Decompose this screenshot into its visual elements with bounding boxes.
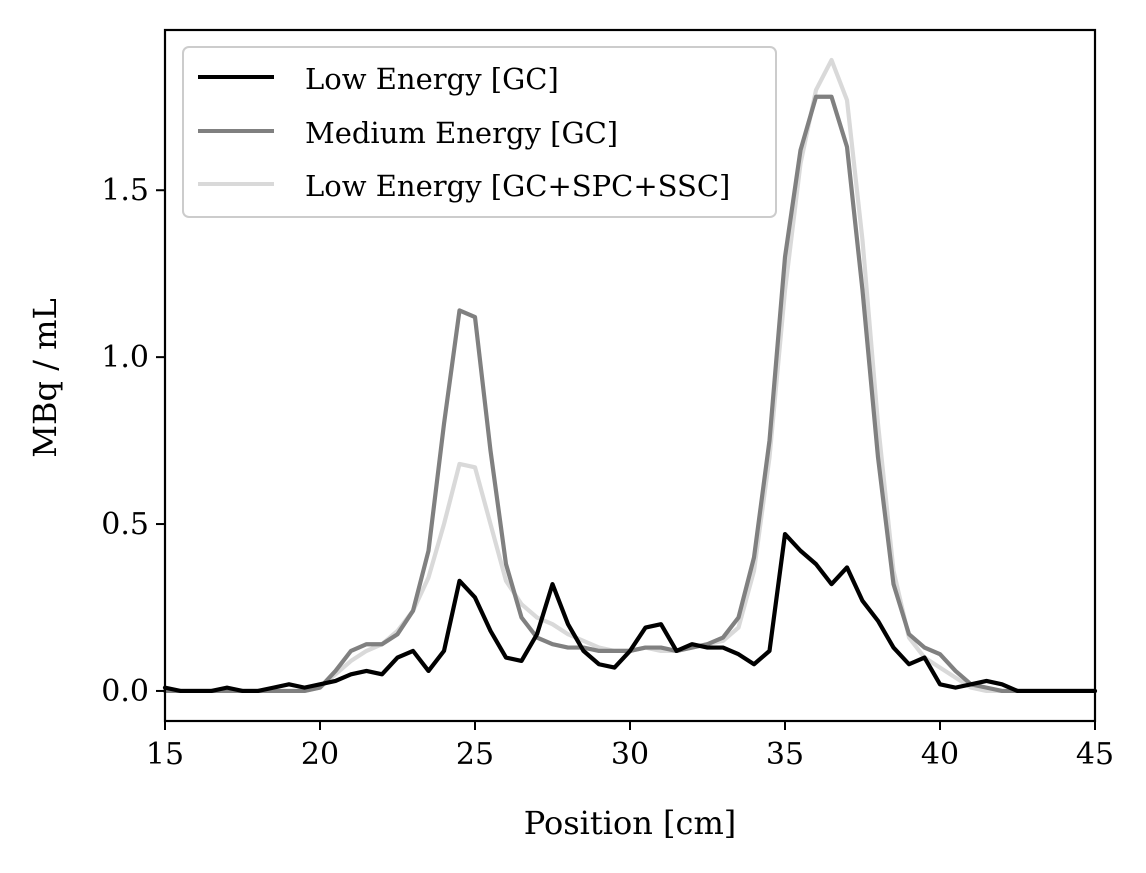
y-tick-label: 0.0 (101, 674, 149, 709)
x-axis-label: Position [cm] (524, 804, 737, 842)
y-axis-label: MBq / mL (26, 298, 64, 457)
series-layer (162, 57, 1098, 694)
x-tick-label: 20 (301, 737, 339, 772)
legend-label-low-energy-gc: Low Energy [GC] (305, 62, 559, 96)
x-tick-label: 35 (766, 737, 804, 772)
y-tick-label: 1.5 (101, 173, 149, 208)
legend-label-medium-energy-gc: Medium Energy [GC] (305, 116, 618, 150)
x-tick-label: 25 (456, 737, 494, 772)
x-tick-label: 30 (611, 737, 649, 772)
legend-label-low-energy-gc-spc-ssc: Low Energy [GC+SPC+SSC] (305, 169, 730, 203)
legend: Low Energy [GC] Medium Energy [GC] Low E… (182, 46, 777, 218)
x-axis: 15 20 25 30 35 40 45 (146, 721, 1114, 772)
y-axis: 0.0 0.5 1.0 1.5 (101, 173, 165, 709)
x-tick-label: 15 (146, 737, 184, 772)
y-tick-label: 0.5 (101, 507, 149, 542)
y-tick-label: 1.0 (101, 340, 149, 375)
x-tick-label: 45 (1076, 737, 1114, 772)
x-tick-label: 40 (921, 737, 959, 772)
series-line-low-energy-gc (162, 531, 1098, 694)
legend-box (182, 46, 777, 218)
